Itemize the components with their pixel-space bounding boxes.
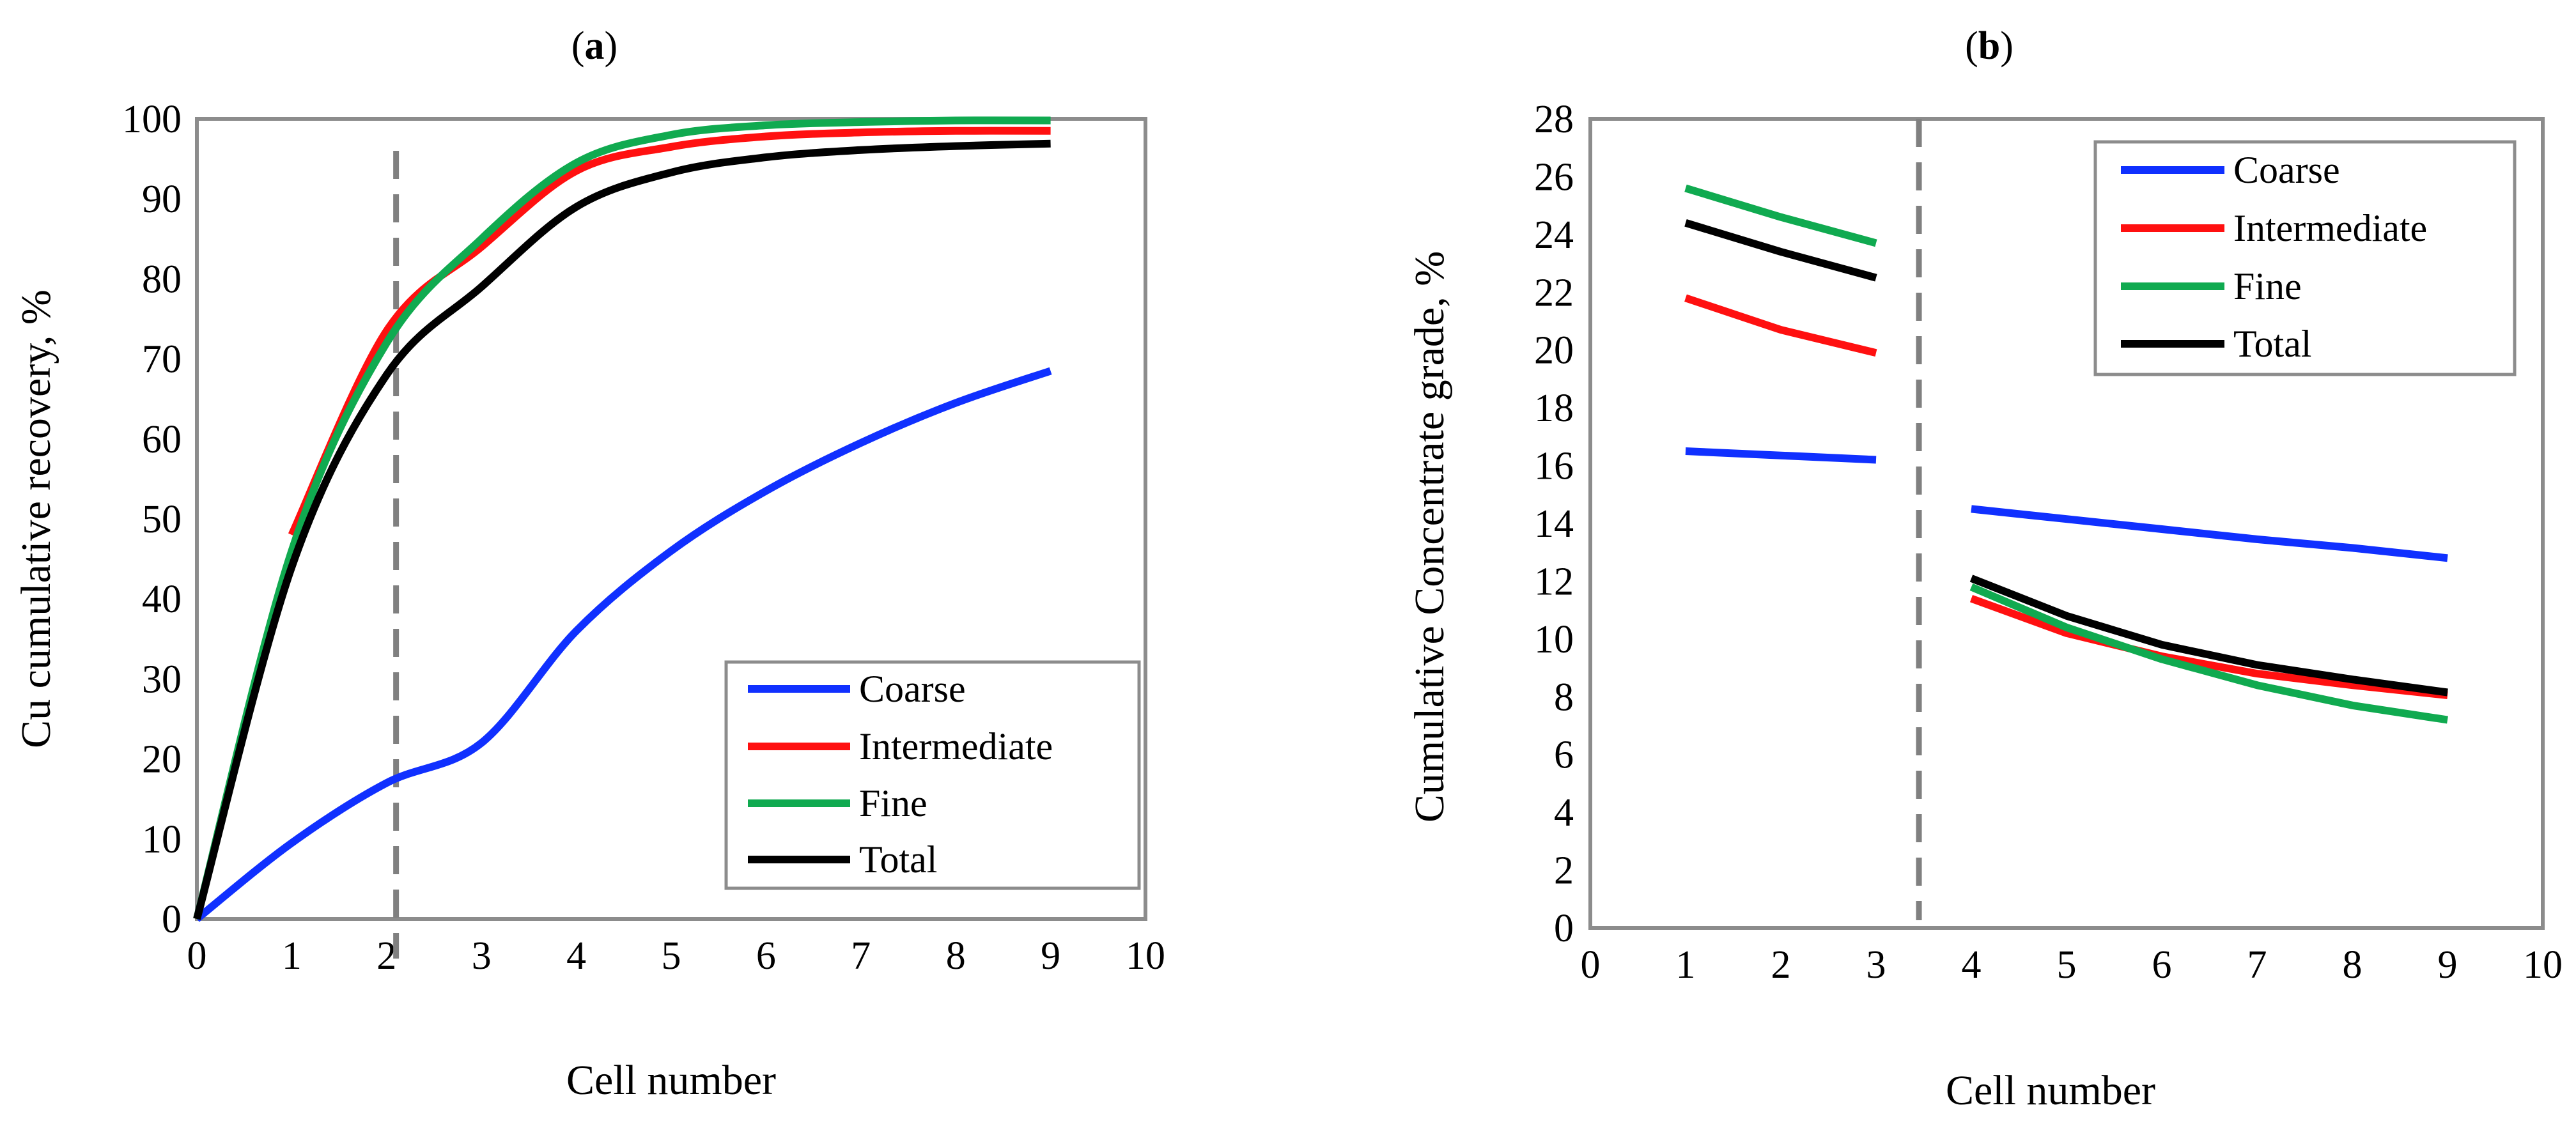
y-tick-label-a: 70 [142, 338, 182, 382]
x-tick-label-a: 0 [187, 934, 207, 978]
x-tick-label-b: 10 [2523, 943, 2563, 987]
panel-a-label: (a) [571, 24, 617, 68]
x-tick-label-a: 9 [1041, 934, 1060, 978]
y-tick-label-b: 16 [1534, 445, 1574, 488]
y-tick-label-b: 12 [1534, 560, 1574, 603]
series-line-intermediate-seg2 [1969, 594, 2448, 699]
y-tick-label-a: 40 [142, 578, 182, 621]
x-tick-label-a: 7 [851, 934, 871, 978]
legend-a: Coarse Intermediate Fine Total [724, 660, 1141, 890]
x-tick-label-a: 1 [282, 934, 302, 978]
x-tick-label-b: 3 [1866, 943, 1886, 987]
y-tick-label-a: 50 [142, 498, 182, 541]
series-line-intermediate-seg1 [1684, 294, 1877, 357]
legend-b-coarse-label: Coarse [2233, 149, 2340, 191]
y-tick-label-a: 90 [142, 178, 182, 221]
y-tick-label-a: 20 [142, 738, 182, 782]
legend-b-total-label: Total [2233, 323, 2311, 365]
y-tick-label-b: 10 [1534, 618, 1574, 661]
y-tick-label-a: 30 [142, 658, 182, 701]
series-line-fine [193, 116, 1051, 920]
y-tick-label-b: 22 [1534, 271, 1574, 314]
x-axis-b-title: Cell number [1946, 1067, 2155, 1114]
x-tick-label-a: 5 [662, 934, 681, 978]
legend-a-fine-label: Fine [859, 782, 927, 824]
y-tick-label-b: 6 [1554, 734, 1574, 777]
y-axis-a-title: Cu cumulative recovery, % [13, 289, 59, 748]
plot-b-frame [1588, 117, 2545, 930]
y-tick-label-b: 28 [1534, 98, 1574, 141]
series-line-fine-seg2 [1969, 583, 2448, 724]
y-tick-label-b: 2 [1554, 849, 1574, 893]
y-tick-label-b: 18 [1534, 387, 1574, 430]
legend-a-coarse-label: Coarse [859, 668, 966, 710]
x-axis-b: 0 1 2 3 4 5 6 7 8 9 10 [1581, 943, 2563, 987]
y-tick-label-b: 26 [1534, 155, 1574, 199]
legend-b-intermediate-label: Intermediate [2233, 207, 2427, 249]
y-tick-label-b: 20 [1534, 329, 1574, 373]
x-tick-label-b: 5 [2057, 943, 2077, 987]
series-line-coarse-seg2 [1971, 505, 2448, 562]
plot-a-frame [195, 117, 1147, 921]
y-tick-label-a: 0 [162, 898, 182, 941]
series-line-fine-seg1 [1684, 184, 1877, 247]
y-tick-label-b: 0 [1554, 907, 1574, 950]
y-tick-label-b: 14 [1534, 502, 1574, 546]
x-tick-label-a: 6 [756, 934, 776, 978]
x-tick-label-b: 7 [2247, 943, 2267, 987]
x-tick-label-a: 10 [1126, 934, 1165, 978]
x-tick-label-b: 2 [1771, 943, 1791, 987]
legend-a-total-label: Total [859, 838, 937, 881]
x-tick-label-a: 2 [376, 934, 396, 978]
y-axis-b-title: Cumulative Concentrate grade, % [1406, 251, 1453, 822]
x-tick-label-b: 1 [1676, 943, 1696, 987]
series-line-intermediate [288, 127, 1051, 537]
y-axis-a: 0 10 20 30 40 50 60 70 80 90 100 [122, 98, 182, 941]
series-b [1684, 184, 2448, 724]
legend-a-frame [724, 660, 1141, 890]
y-tick-label-a: 10 [142, 818, 182, 861]
x-tick-label-a: 4 [566, 934, 586, 978]
y-tick-label-b: 24 [1534, 213, 1574, 257]
x-tick-label-b: 8 [2343, 943, 2363, 987]
y-tick-label-a: 100 [122, 98, 182, 141]
series-line-coarse [194, 367, 1052, 922]
x-axis-a: 0 1 2 3 4 5 6 7 8 9 10 [187, 934, 1166, 978]
y-tick-label-b: 8 [1554, 675, 1574, 719]
legend-b-frame [2093, 140, 2517, 376]
x-tick-label-a: 3 [472, 934, 492, 978]
y-tick-label-a: 80 [142, 258, 182, 301]
series-a [193, 116, 1052, 922]
series-line-total-seg1 [1684, 219, 1877, 282]
x-tick-label-b: 0 [1581, 943, 1601, 987]
series-line-coarse-seg1 [1685, 447, 1877, 464]
x-tick-label-a: 8 [946, 934, 966, 978]
y-tick-label-b: 4 [1554, 791, 1574, 835]
legend-b: Coarse Intermediate Fine Total [2093, 140, 2517, 376]
series-line-total-seg2 [1969, 575, 2448, 697]
x-tick-label-b: 4 [1962, 943, 1982, 987]
x-axis-a-title: Cell number [566, 1057, 776, 1104]
y-tick-label-a: 60 [142, 418, 182, 461]
series-line-total [193, 139, 1051, 920]
legend-b-fine-label: Fine [2233, 265, 2302, 307]
legend-a-intermediate-label: Intermediate [859, 725, 1053, 767]
x-tick-label-b: 9 [2438, 943, 2458, 987]
x-tick-label-b: 6 [2152, 943, 2172, 987]
panel-b-label: (b) [1965, 24, 2013, 68]
